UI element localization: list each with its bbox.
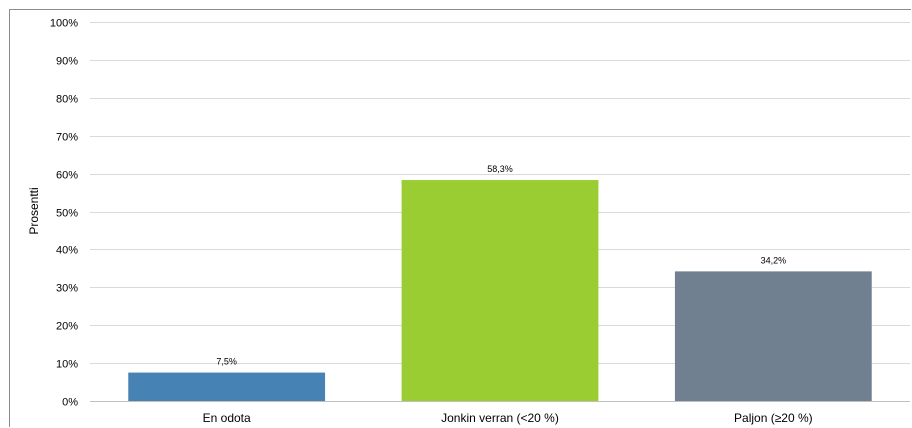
bar-data-label: 58,3% (487, 164, 513, 174)
y-tick-label: 40% (56, 245, 78, 257)
x-axis-categories: En odota Jonkin verran (<20 %) Paljon (≥20… (203, 411, 813, 425)
y-tick-label: 0% (62, 397, 78, 409)
data-labels: 7,5% 58,3% 34,2% (216, 164, 786, 367)
x-category-label: Paljon (≥20 %) (734, 411, 813, 425)
bars (128, 180, 872, 401)
bar (674, 271, 872, 401)
y-tick-label: 60% (56, 170, 78, 182)
y-tick-label: 10% (56, 359, 78, 371)
bar-data-label: 34,2% (761, 255, 787, 265)
x-category-label: Jonkin verran (<20 %) (441, 411, 559, 425)
bar (128, 372, 326, 401)
y-axis-ticks: 0% 10% 20% 30% 40% 50% 60% 70% 80% 90% 100% (50, 18, 78, 409)
y-tick-label: 100% (50, 18, 78, 30)
bar (401, 180, 599, 401)
y-tick-label: 50% (56, 208, 78, 220)
y-axis-title: Prosentti (27, 187, 41, 234)
chart-frame (9, 9, 911, 427)
y-tick-label: 70% (56, 132, 78, 144)
x-category-label: En odota (203, 411, 251, 425)
y-tick-label: 80% (56, 94, 78, 106)
y-tick-label: 20% (56, 321, 78, 333)
bar-data-label: 7,5% (216, 357, 237, 367)
y-tick-label: 90% (56, 56, 78, 68)
y-tick-label: 30% (56, 283, 78, 295)
